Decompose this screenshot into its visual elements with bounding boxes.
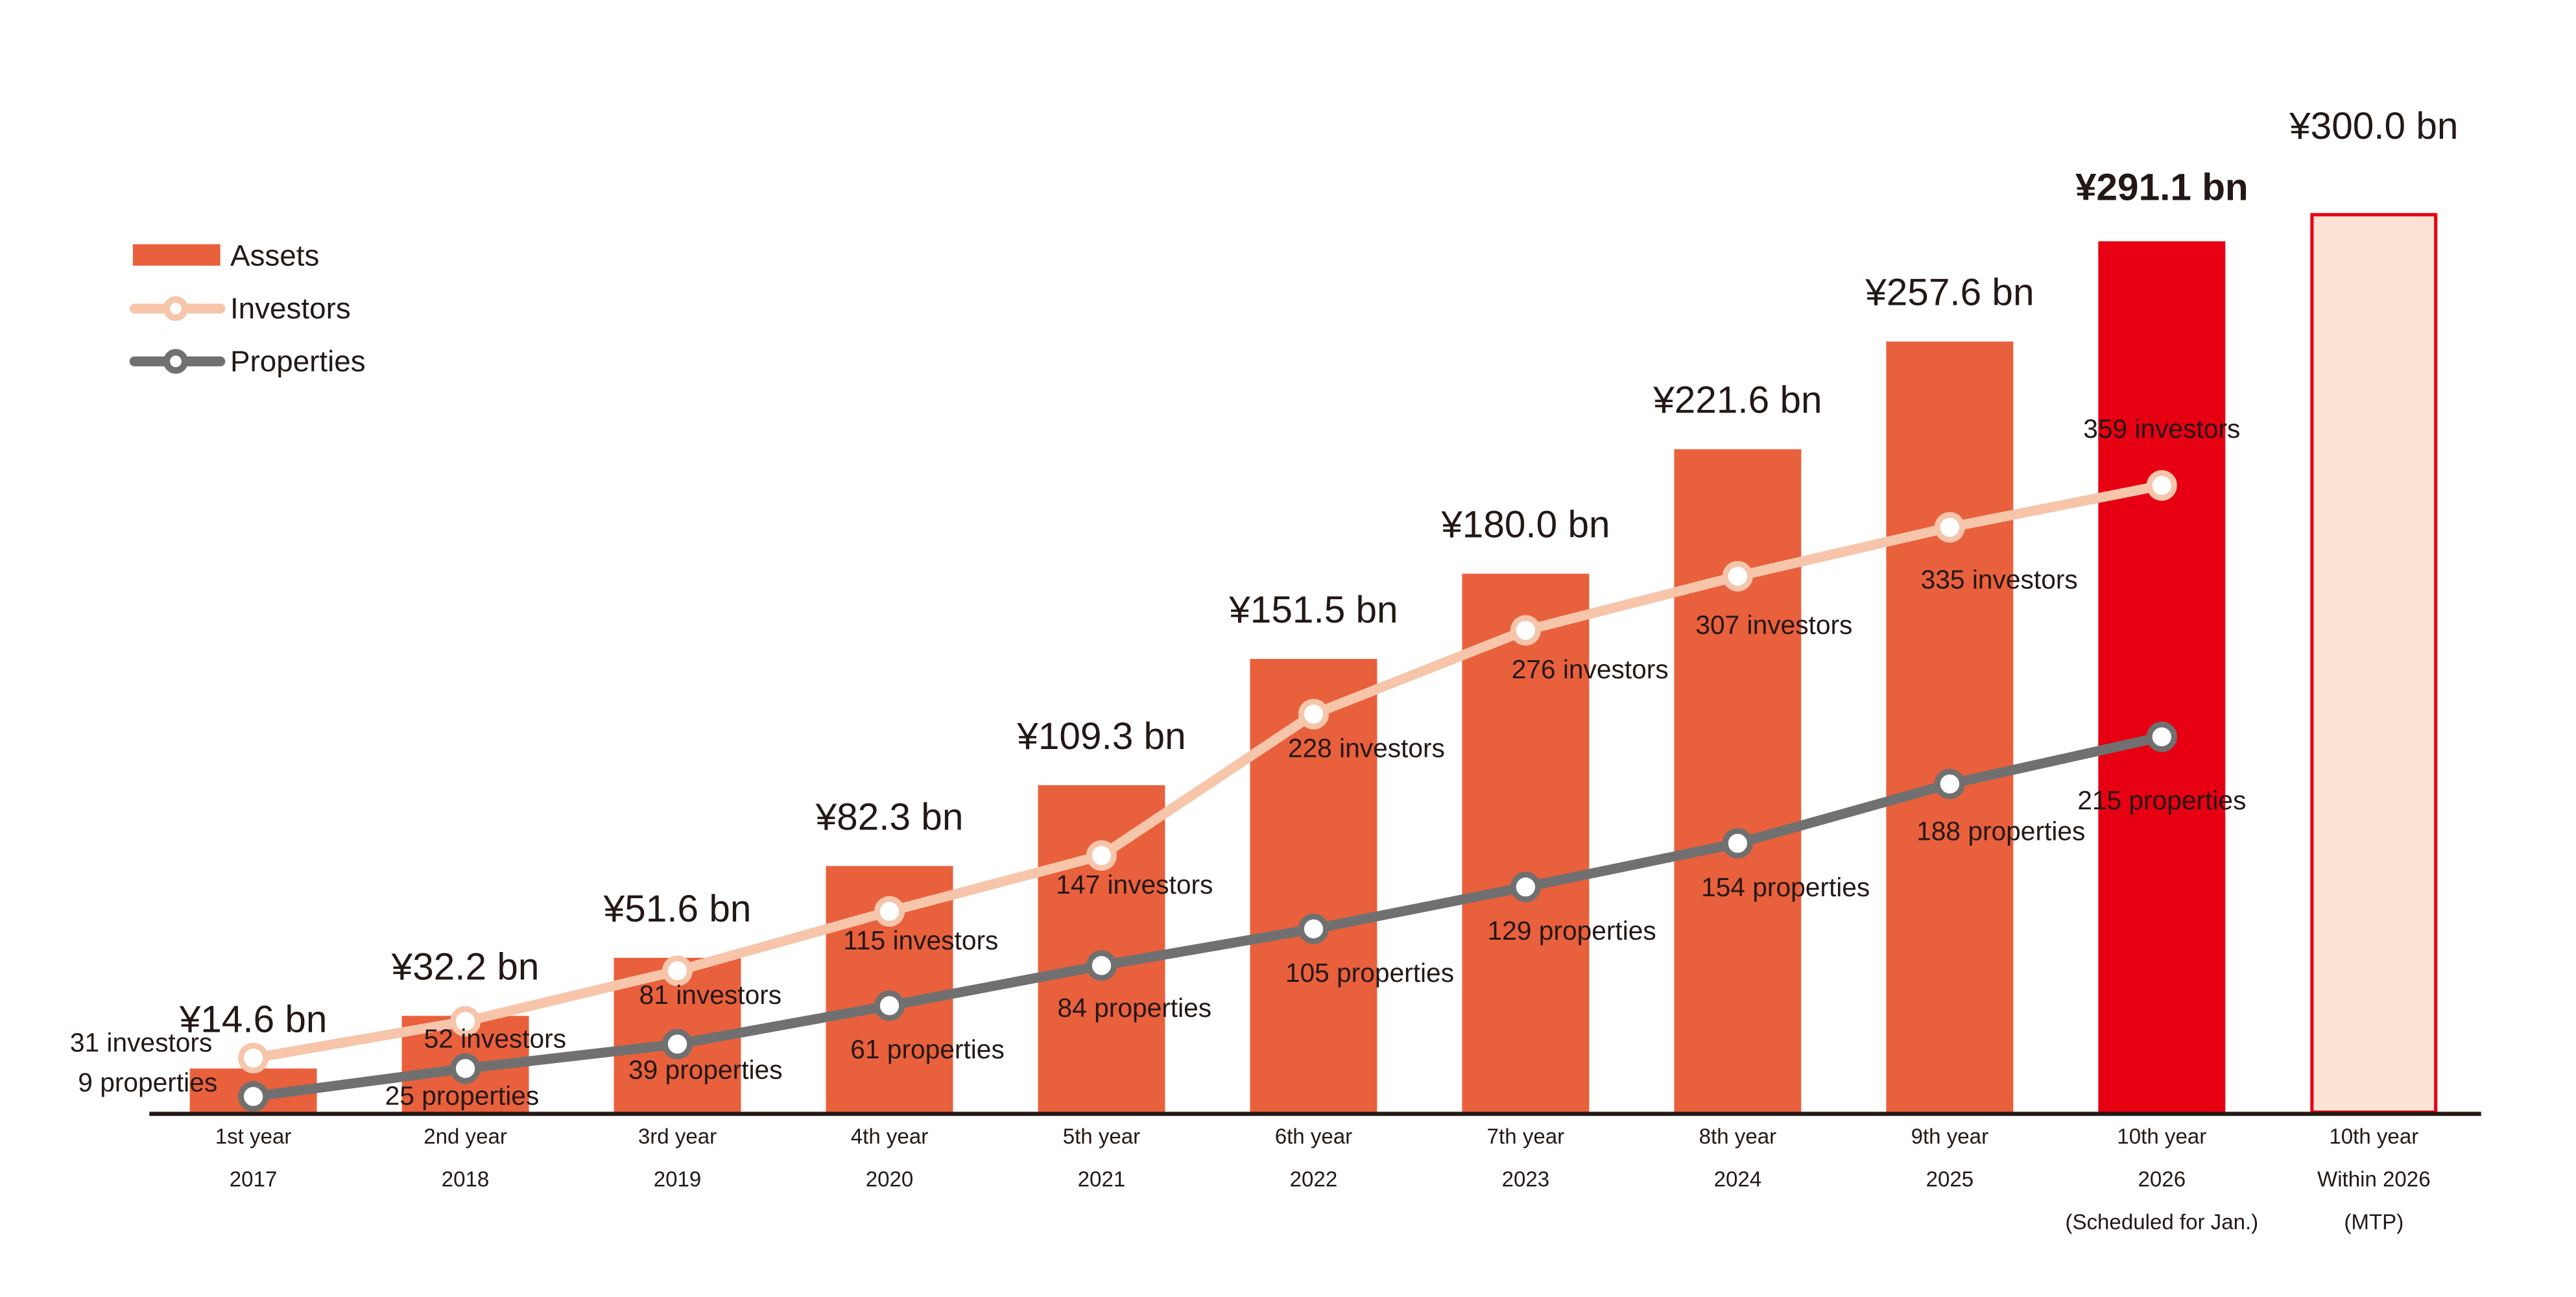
x-tick-label: 10th year bbox=[2329, 1124, 2418, 1148]
investors-marker bbox=[1722, 560, 1753, 592]
legend-investors-label: Investors bbox=[230, 292, 351, 325]
legend-investors-marker bbox=[163, 296, 189, 321]
asset-label: ¥291.1 bn bbox=[2075, 166, 2248, 208]
bar-assets bbox=[1250, 659, 1377, 1113]
investors-marker bbox=[1934, 512, 1965, 543]
asset-label: ¥300.0 bn bbox=[2289, 105, 2458, 147]
investors-data-label: 31 investors bbox=[70, 1027, 212, 1057]
properties-marker bbox=[1298, 913, 1329, 944]
properties-data-label: 129 properties bbox=[1488, 916, 1656, 946]
investors-marker bbox=[1298, 698, 1329, 730]
x-tick-label: 6th year bbox=[1275, 1124, 1352, 1148]
investors-data-label: 228 investors bbox=[1288, 733, 1445, 763]
asset-label: ¥109.3 bn bbox=[1016, 715, 1186, 757]
investors-data-label: 307 investors bbox=[1695, 610, 1852, 640]
properties-data-label: 105 properties bbox=[1285, 958, 1454, 988]
x-tick-label: 9th year bbox=[1911, 1124, 1988, 1148]
legend: Assets Investors Properties bbox=[129, 239, 366, 378]
x-tick-label: 2018 bbox=[442, 1168, 490, 1192]
x-tick-label: 2017 bbox=[230, 1168, 278, 1192]
investors-data-label: 359 investors bbox=[2083, 414, 2240, 444]
asset-label: ¥151.5 bn bbox=[1228, 589, 1398, 631]
legend-properties-marker bbox=[163, 349, 189, 374]
x-tick-label: 4th year bbox=[851, 1124, 928, 1148]
investors-data-label: 115 investors bbox=[843, 925, 998, 955]
legend-assets-label: Assets bbox=[230, 239, 319, 272]
properties-marker bbox=[1722, 827, 1753, 859]
bar-assets bbox=[1038, 785, 1165, 1113]
legend-assets-swatch bbox=[132, 244, 221, 266]
properties-data-label: 39 properties bbox=[628, 1054, 783, 1084]
bar-assets bbox=[1886, 341, 2014, 1113]
properties-data-label: 61 properties bbox=[850, 1034, 1005, 1064]
properties-data-label: 9 properties bbox=[78, 1067, 217, 1097]
investors-line bbox=[252, 481, 2163, 1064]
bar-assets bbox=[1462, 573, 1590, 1113]
properties-marker bbox=[2146, 721, 2177, 752]
properties-marker bbox=[1510, 872, 1541, 903]
x-tick-label: 2019 bbox=[654, 1168, 702, 1192]
x-tick-label: 7th year bbox=[1487, 1124, 1564, 1148]
properties-marker bbox=[874, 990, 905, 1021]
x-tick-label: 10th year bbox=[2117, 1124, 2206, 1148]
properties-marker bbox=[1934, 768, 1965, 800]
asset-label: ¥82.3 bn bbox=[815, 796, 964, 838]
x-tick-label: 2021 bbox=[1078, 1168, 1126, 1192]
x-tick-label: 2026 bbox=[2138, 1168, 2186, 1192]
legend-properties-label: Properties bbox=[230, 345, 366, 378]
properties-line bbox=[252, 732, 2163, 1102]
properties-marker bbox=[450, 1053, 481, 1084]
properties-marker bbox=[1086, 950, 1117, 981]
x-tick-label: 8th year bbox=[1699, 1124, 1776, 1148]
properties-marker bbox=[238, 1081, 269, 1112]
investors-data-label: 147 investors bbox=[1056, 870, 1213, 899]
asset-label: ¥221.6 bn bbox=[1652, 379, 1822, 422]
bar-assets bbox=[2098, 241, 2226, 1113]
investors-data-label: 335 investors bbox=[1921, 564, 2078, 594]
investors-marker bbox=[1510, 615, 1541, 646]
x-tick-label: 2024 bbox=[1714, 1168, 1762, 1192]
asset-label: ¥257.6 bn bbox=[1865, 272, 2034, 314]
x-tick-label: 2020 bbox=[866, 1168, 914, 1192]
x-tick-label: 2025 bbox=[1926, 1168, 1974, 1192]
properties-data-label: 215 properties bbox=[2077, 785, 2246, 815]
investors-data-label: 81 investors bbox=[639, 980, 781, 1010]
bar-assets bbox=[1674, 449, 1802, 1113]
x-tick-label: 3rd year bbox=[638, 1124, 717, 1148]
x-tick-label: 2nd year bbox=[423, 1124, 507, 1148]
x-tick-label: Within 2026 bbox=[2317, 1168, 2431, 1192]
investors-marker bbox=[238, 1043, 269, 1074]
investors-data-label: 52 investors bbox=[424, 1024, 566, 1054]
asset-label: ¥32.2 bn bbox=[391, 946, 540, 988]
properties-data-label: 188 properties bbox=[1916, 816, 2085, 846]
investors-marker bbox=[2146, 470, 2177, 501]
properties-data-label: 154 properties bbox=[1701, 872, 1870, 902]
properties-data-label: 84 properties bbox=[1058, 993, 1212, 1023]
x-tick-label: 2023 bbox=[1502, 1168, 1550, 1192]
asset-label: ¥180.0 bn bbox=[1440, 504, 1610, 546]
x-tick-label: (MTP) bbox=[2344, 1211, 2403, 1235]
asset-label: ¥14.6 bn bbox=[179, 999, 328, 1041]
investors-marker bbox=[1086, 840, 1117, 871]
x-tick-label: (Scheduled for Jan.) bbox=[2065, 1211, 2258, 1235]
asset-label: ¥51.6 bn bbox=[603, 888, 752, 930]
properties-data-label: 25 properties bbox=[385, 1081, 540, 1111]
investors-marker bbox=[662, 955, 693, 986]
investors-marker bbox=[450, 1006, 481, 1037]
investors-data-label: 276 investors bbox=[1512, 654, 1669, 684]
bar-assets bbox=[2310, 213, 2438, 1114]
investors-marker bbox=[874, 896, 905, 927]
properties-marker bbox=[662, 1029, 693, 1060]
x-tick-label: 1st year bbox=[215, 1124, 292, 1148]
x-tick-label: 2022 bbox=[1290, 1168, 1338, 1192]
x-tick-label: 5th year bbox=[1063, 1124, 1140, 1148]
